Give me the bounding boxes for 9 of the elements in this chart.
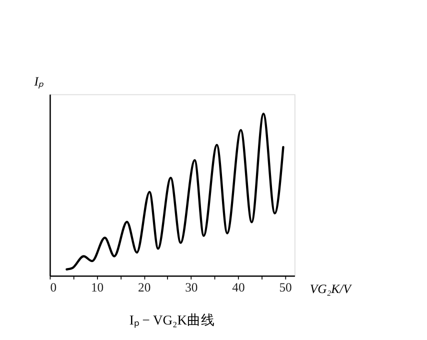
x-axis-title: VG₂K/V (310, 282, 352, 296)
x-tick-label: 0 (50, 280, 57, 294)
x-tick-label: 30 (185, 280, 198, 294)
x-tick-label: 40 (232, 280, 245, 294)
text: Iₚ − VG₂K曲线 (129, 312, 215, 329)
x-tick-label: 50 (279, 280, 292, 294)
x-tick-label: 20 (138, 280, 151, 294)
y-axis-title: Iₚ (33, 74, 44, 90)
x-tick-label: 10 (90, 280, 104, 294)
